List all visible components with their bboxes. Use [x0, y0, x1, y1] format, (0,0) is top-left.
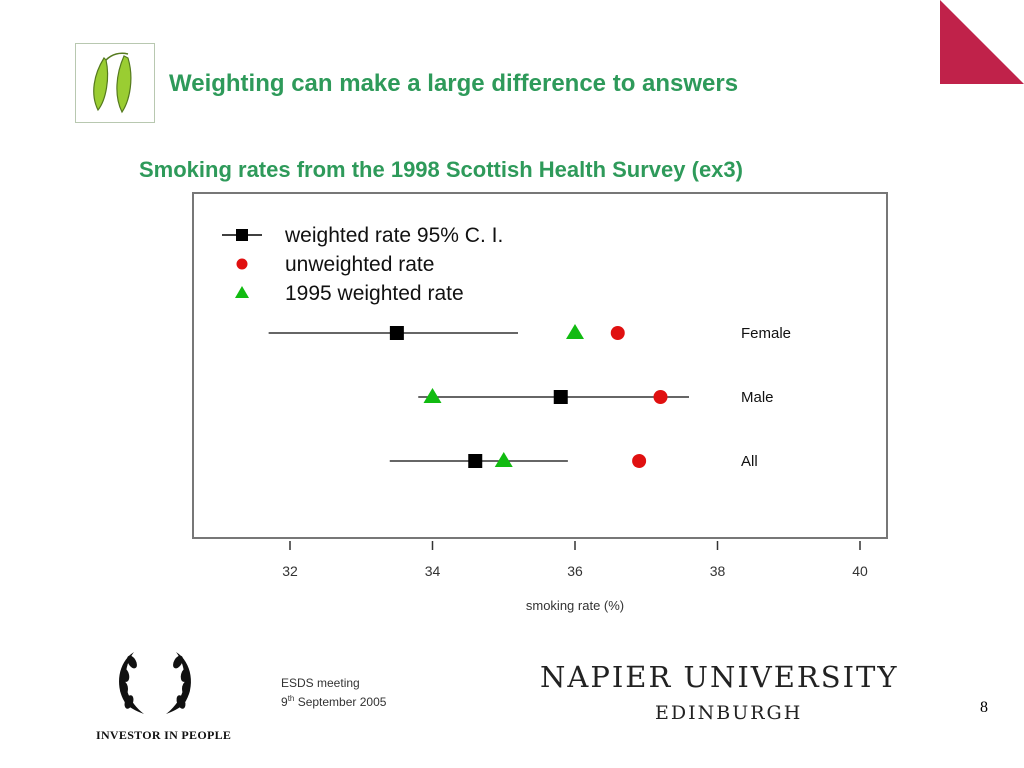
- legend-label: 1995 weighted rate: [285, 282, 464, 305]
- plot-frame: [192, 192, 888, 539]
- legend-label: weighted rate 95% C. I.: [284, 224, 503, 247]
- category-label: All: [741, 453, 758, 470]
- x-tick-label: 40: [852, 563, 868, 579]
- slide-title: Weighting can make a large difference to…: [169, 70, 739, 97]
- weighted-1995-marker: [566, 324, 584, 339]
- weighted-rate-marker: [468, 454, 483, 468]
- x-tick-label: 38: [710, 563, 726, 579]
- meeting-info: ESDS meeting 9th September 2005: [281, 676, 386, 710]
- smoking-rate-chart: 32 34 36 38 40 smoking rate (%) weighted rate …: [192, 192, 888, 613]
- x-tick-label: 32: [282, 563, 298, 579]
- legend-square-marker: [236, 229, 248, 241]
- x-axis-label: smoking rate (%): [526, 598, 624, 613]
- unweighted-rate-marker: [610, 326, 625, 340]
- weighted-rate-marker: [553, 390, 568, 404]
- pea-pod-logo: [75, 43, 155, 123]
- corner-decoration: [940, 0, 1024, 84]
- corner-triangle: [940, 0, 1024, 84]
- laurel-wreath-icon: [119, 652, 191, 714]
- weighted-1995-marker: [423, 388, 442, 403]
- x-tick-label: 34: [425, 563, 441, 579]
- legend-circle-marker: [235, 257, 249, 271]
- weighted-rate-marker: [389, 326, 404, 340]
- legend-triangle-marker: [235, 286, 249, 298]
- university-city: EDINBURGH: [655, 702, 803, 724]
- university-name: NAPIER UNIVERSITY: [540, 660, 899, 694]
- unweighted-rate-marker: [632, 454, 647, 468]
- unweighted-rate-marker: [653, 390, 668, 404]
- page-number: 8: [980, 699, 988, 716]
- x-tick-label: 36: [567, 563, 583, 579]
- legend-label: unweighted rate: [285, 253, 434, 276]
- meeting-date: 9th September 2005: [281, 694, 387, 709]
- category-label: Male: [741, 389, 774, 406]
- investor-in-people-label: INVESTOR IN PEOPLE: [96, 728, 232, 742]
- meeting-name: ESDS meeting: [281, 676, 360, 690]
- slide-subtitle: Smoking rates from the 1998 Scottish Hea…: [139, 157, 743, 182]
- category-label: Female: [741, 325, 791, 342]
- weighted-1995-marker: [494, 452, 513, 467]
